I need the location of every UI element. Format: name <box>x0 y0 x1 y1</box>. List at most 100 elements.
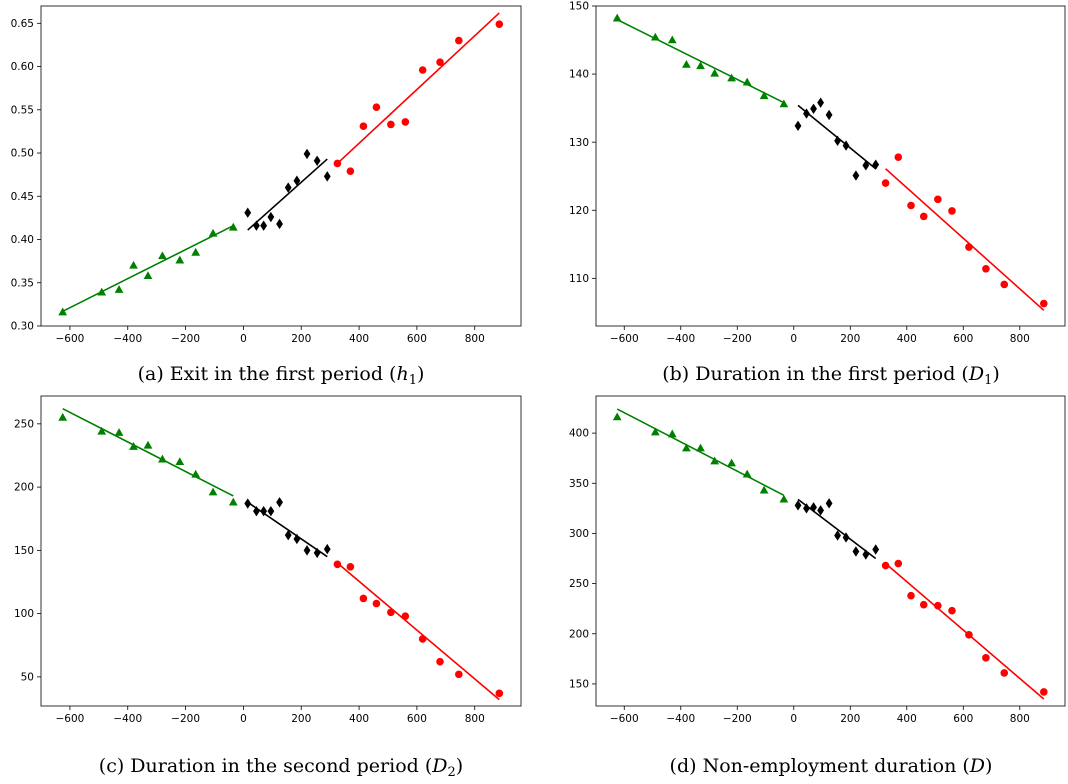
data-point-circle <box>359 594 368 603</box>
x-tick-label: 200 <box>291 713 311 725</box>
data-point-triangle <box>779 99 789 108</box>
series-triangle <box>612 13 789 108</box>
x-tick-label: 0 <box>790 713 797 725</box>
fit-line <box>247 501 328 558</box>
data-point-diamond <box>244 207 252 218</box>
y-tick-label: 250 <box>569 578 589 590</box>
series-circle <box>333 12 504 175</box>
data-point-triangle <box>58 307 68 316</box>
x-tick-label: −200 <box>723 713 752 725</box>
series-diamond <box>244 148 331 231</box>
data-point-diamond <box>872 159 880 170</box>
x-tick-label: −200 <box>171 333 200 345</box>
data-point-diamond <box>267 505 275 517</box>
x-tick-label: 800 <box>1010 713 1030 725</box>
panel-caption: (b) Duration in the first period (D1) <box>662 363 1000 388</box>
caption-math: D <box>968 363 984 385</box>
caption-text: (c) Duration in the second period ( <box>99 755 432 777</box>
data-point-triangle <box>742 77 752 86</box>
data-point-triangle <box>696 61 705 70</box>
data-point-diamond <box>303 148 311 160</box>
panel-caption: (d) Non-employment duration (D) <box>670 755 993 777</box>
x-tick-label: 400 <box>897 333 917 345</box>
data-point-circle <box>1000 669 1009 677</box>
x-tick-label: 800 <box>465 333 485 345</box>
y-tick-label: 0.60 <box>11 61 34 73</box>
y-tick-label: 50 <box>21 671 34 683</box>
caption-subscript: 1 <box>984 373 992 388</box>
x-tick-label: 200 <box>291 333 311 345</box>
data-point-circle <box>919 600 928 609</box>
y-tick-label: 150 <box>569 1 589 13</box>
x-tick-label: −200 <box>723 333 752 345</box>
data-point-circle <box>982 265 990 273</box>
caption-text: (b) Duration in the first period ( <box>662 363 969 385</box>
data-point-circle <box>881 561 890 570</box>
y-tick-label: 140 <box>569 69 589 81</box>
data-point-circle <box>881 179 890 187</box>
chart-panel-b: −600 −400 −200 0 200 400 600 800 110 120 130 140 150… <box>569 1 1066 388</box>
caption-subscript: 1 <box>409 373 417 388</box>
y-tick-label: 100 <box>14 608 34 620</box>
data-point-diamond <box>817 505 825 516</box>
data-point-triangle <box>58 412 68 421</box>
series-triangle <box>58 222 238 316</box>
y-tick-label: 0.55 <box>11 104 34 116</box>
x-tick-label: 600 <box>953 333 973 345</box>
chart-panel-a: −600 −400 −200 0 200 400 600 800 0.30 0.35 0.40 0.4… <box>11 5 522 388</box>
data-point-triangle <box>228 497 238 506</box>
caption-close: ) <box>456 755 463 777</box>
series-diamond <box>794 498 880 560</box>
data-point-circle <box>495 689 504 698</box>
caption-math: D <box>969 755 985 777</box>
data-point-circle <box>948 207 956 215</box>
y-tick-label: 350 <box>569 478 589 490</box>
series-triangle <box>612 408 789 503</box>
data-point-diamond <box>872 544 880 555</box>
data-point-diamond <box>825 498 833 509</box>
data-point-circle <box>455 670 463 679</box>
caption-subscript: 2 <box>448 765 456 780</box>
y-tick-label: 400 <box>569 428 589 440</box>
data-point-circle <box>418 66 427 74</box>
fit-line <box>885 562 1045 700</box>
data-point-circle <box>948 606 956 615</box>
caption-close: ) <box>992 363 999 385</box>
data-point-triangle <box>612 412 622 421</box>
y-tick-label: 300 <box>569 528 589 540</box>
y-tick-label: 150 <box>569 679 589 691</box>
data-point-triangle <box>710 456 720 465</box>
data-point-diamond <box>852 546 860 557</box>
data-point-circle <box>495 20 504 28</box>
data-point-diamond <box>284 529 292 541</box>
data-point-diamond <box>293 533 301 545</box>
panel-caption: (c) Duration in the second period (D2) <box>99 755 463 780</box>
y-tick-label: 0.35 <box>11 277 34 289</box>
y-tick-label: 0.45 <box>11 191 34 203</box>
data-point-triangle <box>759 91 769 100</box>
data-point-diamond <box>303 545 311 556</box>
x-tick-label: −200 <box>171 713 200 725</box>
data-point-triangle <box>650 427 660 436</box>
data-point-diamond <box>862 160 870 171</box>
series-circle <box>881 153 1048 311</box>
fit-line <box>797 498 877 560</box>
data-point-circle <box>387 608 395 617</box>
data-point-triangle <box>114 285 124 293</box>
data-point-circle <box>346 563 355 571</box>
data-point-diamond <box>810 502 817 513</box>
caption-text: (a) Exit in the first period ( <box>138 363 397 385</box>
x-tick-label: 0 <box>240 713 247 725</box>
data-point-diamond <box>244 498 252 509</box>
data-point-triangle <box>779 494 789 503</box>
y-tick-label: 0.50 <box>11 148 34 160</box>
y-tick-label: 110 <box>569 273 589 285</box>
data-point-diamond <box>313 547 321 559</box>
x-tick-label: 0 <box>240 333 247 345</box>
data-point-triangle <box>143 271 153 280</box>
fit-line <box>616 408 785 497</box>
data-point-triangle <box>612 13 622 22</box>
data-point-circle <box>1040 299 1048 308</box>
data-point-diamond <box>810 103 817 115</box>
